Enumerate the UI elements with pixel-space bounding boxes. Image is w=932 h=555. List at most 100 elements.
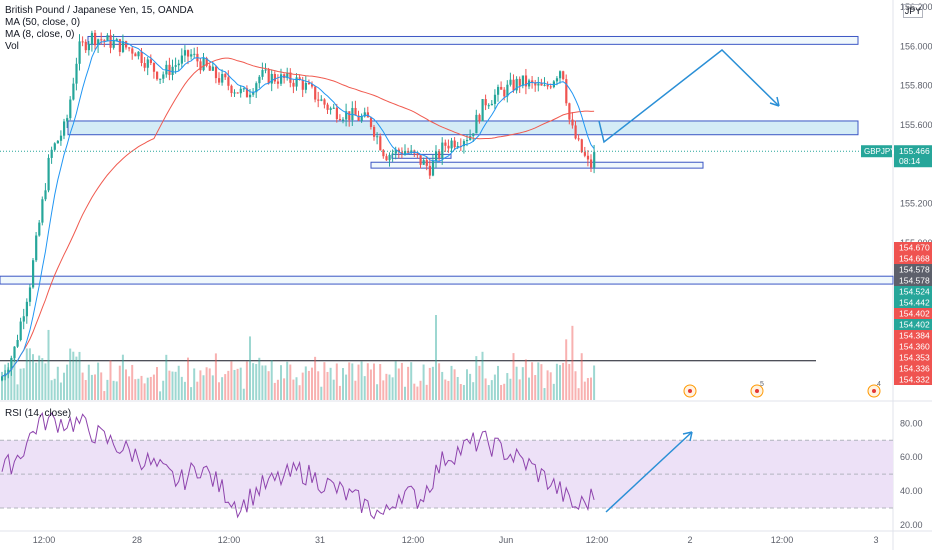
- candle-body[interactable]: [211, 66, 214, 71]
- candle-body[interactable]: [230, 85, 233, 94]
- candle-body[interactable]: [376, 136, 379, 138]
- candle-body[interactable]: [537, 83, 540, 86]
- candle-body[interactable]: [562, 71, 565, 80]
- candle-body[interactable]: [419, 155, 422, 165]
- candle-body[interactable]: [521, 75, 524, 86]
- candle-body[interactable]: [50, 149, 53, 158]
- candle-body[interactable]: [407, 151, 410, 153]
- candle-body[interactable]: [10, 357, 13, 370]
- candle-body[interactable]: [546, 84, 549, 87]
- candle-body[interactable]: [177, 63, 180, 66]
- candle-body[interactable]: [568, 103, 571, 120]
- candle-body[interactable]: [261, 70, 264, 77]
- candle-body[interactable]: [453, 140, 456, 148]
- candle-body[interactable]: [503, 89, 506, 97]
- candle-body[interactable]: [63, 121, 66, 136]
- candle-body[interactable]: [221, 74, 224, 83]
- candle-body[interactable]: [280, 74, 283, 84]
- candle-body[interactable]: [329, 108, 332, 110]
- candle-body[interactable]: [292, 82, 295, 87]
- candle-body[interactable]: [354, 107, 357, 116]
- candle-body[interactable]: [345, 111, 348, 120]
- candle-body[interactable]: [531, 80, 534, 83]
- candle-body[interactable]: [500, 86, 503, 90]
- candle-body[interactable]: [56, 140, 59, 144]
- candle-body[interactable]: [255, 83, 258, 93]
- candle-body[interactable]: [481, 99, 484, 122]
- candle-body[interactable]: [97, 39, 100, 46]
- candle-body[interactable]: [348, 111, 351, 121]
- candle-body[interactable]: [571, 119, 574, 126]
- candle-body[interactable]: [47, 157, 50, 191]
- candle-body[interactable]: [543, 84, 546, 86]
- candle-body[interactable]: [493, 94, 497, 104]
- candle-body[interactable]: [214, 66, 218, 79]
- candle-body[interactable]: [125, 41, 128, 48]
- candle-body[interactable]: [75, 63, 78, 84]
- candle-body[interactable]: [146, 59, 149, 68]
- candle-body[interactable]: [19, 321, 22, 340]
- support-resistance-zone[interactable]: [67, 120, 859, 136]
- candle-body[interactable]: [140, 51, 143, 64]
- candle-body[interactable]: [540, 83, 543, 86]
- candle-body[interactable]: [456, 145, 459, 148]
- candle-body[interactable]: [512, 79, 515, 91]
- candle-body[interactable]: [301, 79, 304, 90]
- candle-body[interactable]: [267, 69, 270, 84]
- candle-body[interactable]: [515, 78, 518, 91]
- candle-body[interactable]: [90, 32, 94, 45]
- candle-body[interactable]: [41, 199, 44, 223]
- candle-body[interactable]: [497, 86, 500, 95]
- candle-body[interactable]: [264, 69, 267, 71]
- candle-body[interactable]: [171, 66, 174, 75]
- candle-body[interactable]: [190, 54, 193, 57]
- candle-body[interactable]: [100, 39, 103, 41]
- candle-body[interactable]: [283, 74, 286, 78]
- candle-body[interactable]: [435, 151, 438, 161]
- candle-body[interactable]: [388, 154, 391, 161]
- candle-body[interactable]: [484, 99, 487, 106]
- candle-body[interactable]: [379, 136, 382, 151]
- candle-body[interactable]: [137, 51, 140, 57]
- candle-body[interactable]: [549, 86, 552, 88]
- candle-body[interactable]: [227, 77, 230, 86]
- candle-body[interactable]: [382, 150, 385, 157]
- candle-body[interactable]: [205, 58, 208, 66]
- candle-body[interactable]: [183, 50, 187, 56]
- candle-body[interactable]: [320, 99, 323, 101]
- candle-body[interactable]: [187, 50, 190, 57]
- candle-body[interactable]: [44, 190, 47, 200]
- candle-body[interactable]: [106, 35, 109, 41]
- candle-body[interactable]: [509, 79, 512, 85]
- candle-body[interactable]: [441, 142, 444, 159]
- candle-body[interactable]: [373, 126, 376, 137]
- candle-body[interactable]: [35, 235, 38, 261]
- candle-body[interactable]: [270, 73, 273, 84]
- candle-body[interactable]: [475, 114, 478, 134]
- candle-body[interactable]: [487, 105, 490, 107]
- candle-body[interactable]: [317, 99, 320, 101]
- candle-body[interactable]: [66, 118, 69, 122]
- candle-body[interactable]: [342, 119, 345, 121]
- candle-body[interactable]: [385, 156, 388, 161]
- candle-body[interactable]: [528, 80, 531, 87]
- candle-body[interactable]: [78, 41, 81, 64]
- candle-body[interactable]: [128, 47, 131, 49]
- candle-body[interactable]: [72, 83, 75, 100]
- candle-body[interactable]: [360, 116, 363, 121]
- candle-body[interactable]: [298, 77, 301, 80]
- candle-body[interactable]: [404, 151, 407, 155]
- candle-body[interactable]: [524, 75, 528, 87]
- candle-body[interactable]: [202, 58, 205, 71]
- candle-body[interactable]: [118, 39, 121, 52]
- candle-body[interactable]: [506, 84, 509, 97]
- candle-body[interactable]: [131, 48, 134, 54]
- candle-body[interactable]: [276, 81, 280, 84]
- candle-body[interactable]: [369, 117, 373, 127]
- candle-body[interactable]: [565, 79, 568, 104]
- candle-body[interactable]: [239, 88, 242, 94]
- candle-body[interactable]: [416, 153, 419, 156]
- candle-body[interactable]: [152, 62, 156, 72]
- candle-body[interactable]: [199, 61, 202, 71]
